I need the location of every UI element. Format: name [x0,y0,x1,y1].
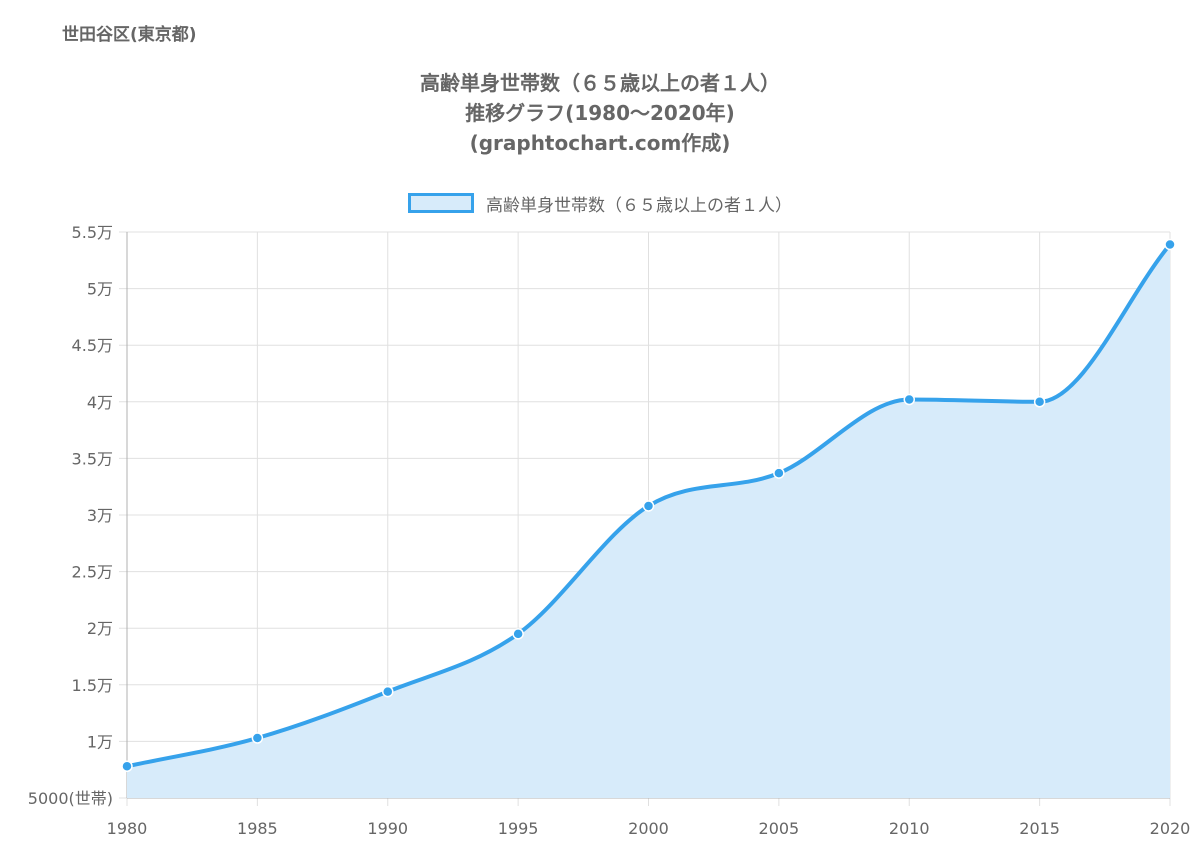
data-point [773,467,785,479]
y-tick-label: 5.5万 [72,223,113,242]
y-tick-label: 1万 [87,732,113,751]
x-tick-label: 2010 [889,819,930,838]
x-tick-label: 1995 [498,819,539,838]
data-point [121,760,133,773]
data-point [251,732,264,744]
x-tick-label: 1990 [367,819,408,838]
y-tick-label: 3.5万 [72,449,113,468]
y-tick-label: 5万 [87,280,113,299]
x-tick-label: 1985 [237,819,278,838]
region-label: 世田谷区(東京都) [62,25,197,45]
y-tick-label: 3万 [87,506,113,525]
data-point [1164,238,1176,251]
data-point [382,685,394,698]
x-tick-label: 2005 [759,819,800,838]
chart-title-line-2: 推移グラフ(1980〜2020年) [465,101,735,125]
chart-title: 高齢単身世帯数（６５歳以上の者１人） 推移グラフ(1980〜2020年) (gr… [0,68,1200,158]
legend-label: 高齢単身世帯数（６５歳以上の者１人） [486,195,792,216]
y-tick-label: 1.5万 [72,676,113,695]
data-point [512,628,524,640]
y-tick-label: 4.5万 [72,336,113,355]
x-tick-label: 2000 [628,819,669,838]
chart-legend[interactable]: 高齢単身世帯数（６５歳以上の者１人） [0,190,1200,216]
x-tick-label: 2015 [1019,819,1060,838]
data-point [1033,396,1046,408]
data-point [642,500,655,512]
series-area [127,244,1170,798]
data-point [903,393,915,406]
legend-swatch [408,193,474,213]
y-tick-label: 5000(世帯) [28,789,113,808]
x-tick-label: 1980 [107,819,148,838]
y-tick-label: 2.5万 [72,563,113,582]
chart-title-line-1: 高齢単身世帯数（６５歳以上の者１人） [420,71,780,95]
x-tick-label: 2020 [1150,819,1191,838]
chart-title-line-3: (graphtochart.com作成) [469,131,731,155]
y-tick-label: 4万 [87,393,113,412]
y-tick-label: 2万 [87,619,113,638]
